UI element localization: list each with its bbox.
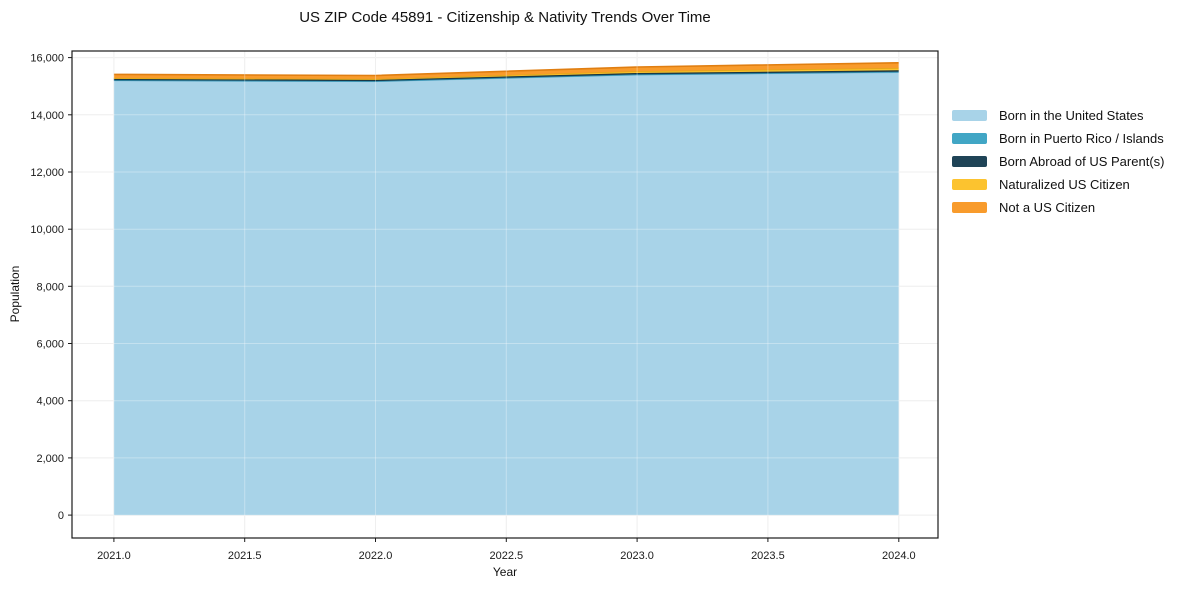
y-tick-label: 2,000 [36,453,64,465]
x-tick-label: 2022.0 [359,550,393,562]
y-tick-label: 6,000 [36,339,64,351]
x-tick-label: 2023.5 [751,550,785,562]
area-born-in-the-united-states [113,72,899,516]
legend-item: Born Abroad of US Parent(s) [952,150,1164,173]
legend-swatch [952,202,987,213]
area-not-a-us-citizen [113,62,899,79]
line-not-a-us-citizen [113,62,899,77]
x-axis-ticks: 2021.0 2021.5 2022.0 2022.5 2023.0 2023.5 2024… [97,538,916,562]
legend-item: Not a US Citizen [952,196,1164,219]
y-tick-label: 12,000 [30,167,64,179]
y-tick-label: 8,000 [36,281,64,293]
chart-title: US ZIP Code 45891 - Citizenship & Nativi… [299,9,711,26]
plot-border [71,50,939,539]
y-tick-label: 0 [58,510,64,522]
legend-label: Not a US Citizen [999,200,1096,215]
x-axis-label: Year [492,565,518,579]
legend-swatch [952,156,987,167]
y-axis-ticks: 0 2,000 4,000 6,000 8,000 10,000 12,000 14,000 1… [30,53,72,522]
legend-item: Born in Puerto Rico / Islands [952,127,1164,150]
x-tick-label: 2024.0 [882,550,916,562]
gridlines-overlay [72,51,938,538]
x-tick-label: 2023.0 [620,550,654,562]
y-tick-label: 10,000 [30,224,64,236]
legend-swatch [952,110,987,121]
legend: Born in the United States Born in Puerto … [952,104,1164,219]
legend-label: Born in the United States [999,108,1144,123]
y-tick-label: 14,000 [30,110,64,122]
legend-swatch [952,179,987,190]
legend-item: Naturalized US Citizen [952,173,1164,196]
y-axis-label: Population [8,265,22,323]
x-tick-label: 2021.5 [228,550,262,562]
legend-label: Naturalized US Citizen [999,177,1130,192]
y-tick-label: 4,000 [36,396,64,408]
x-tick-label: 2021.0 [97,550,131,562]
y-tick-label: 16,000 [30,53,64,65]
legend-item: Born in the United States [952,104,1164,127]
legend-swatch [952,133,987,144]
legend-label: Born in Puerto Rico / Islands [999,131,1164,146]
x-tick-label: 2022.5 [489,550,523,562]
legend-label: Born Abroad of US Parent(s) [999,154,1165,169]
